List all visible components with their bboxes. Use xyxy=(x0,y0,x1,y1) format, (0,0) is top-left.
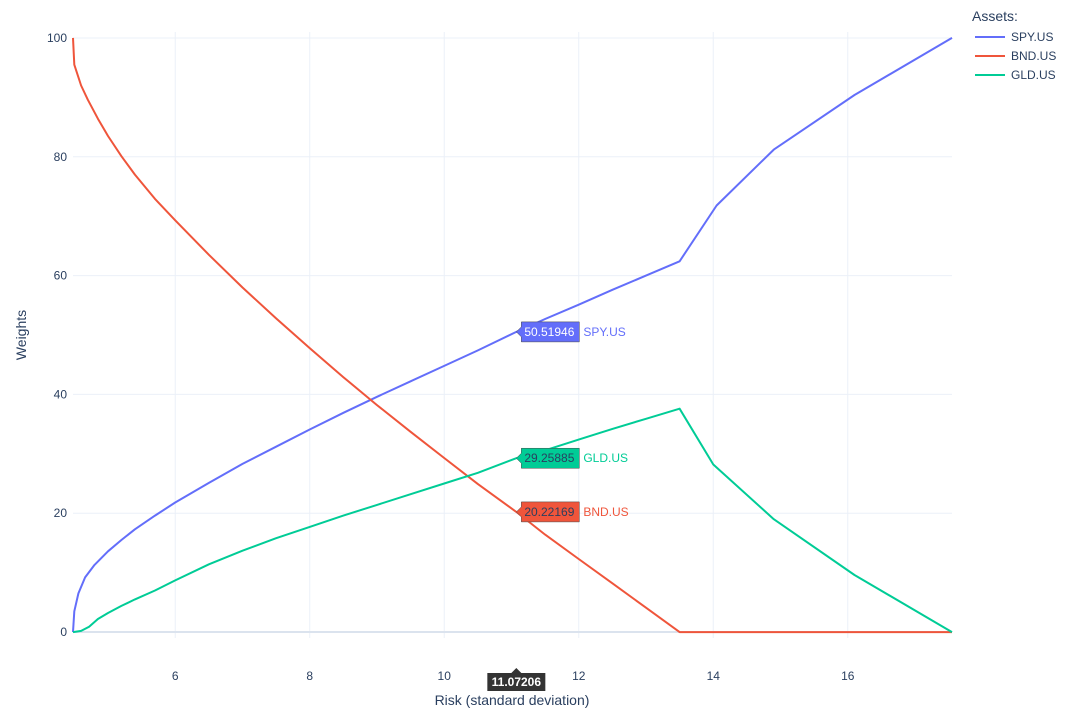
axis-ticks: 6 8 10 12 14 16 0 20 40 60 80 100 xyxy=(47,31,855,683)
hover-value: 20.22169 xyxy=(524,505,574,519)
x-tick-label: 6 xyxy=(172,669,179,683)
hover-labels: 50.51946 SPY.US 29.25885 GLD.US 20.22169 BND.… xyxy=(487,321,629,691)
hover-value: 50.51946 xyxy=(524,325,574,339)
legend-item-spy[interactable]: SPY.US xyxy=(970,27,1056,46)
hover-label-box xyxy=(515,321,580,343)
hover-series-name: GLD.US xyxy=(583,451,628,465)
y-axis-title: Weights xyxy=(13,310,29,360)
hover-label-box xyxy=(515,501,580,523)
series-line-gld-us[interactable] xyxy=(72,407,953,634)
x-hover-label-box xyxy=(487,668,546,691)
legend-swatch-bnd xyxy=(975,54,1005,57)
x-axis-title: Risk (standard deviation) xyxy=(435,692,590,708)
legend-item-bnd[interactable]: BND.US xyxy=(970,46,1056,65)
hover-series-name: BND.US xyxy=(583,505,628,519)
legend-label-bnd: BND.US xyxy=(1011,48,1057,63)
hover-label-bnd-us: 20.22169 BND.US xyxy=(515,501,629,523)
x-tick-label: 8 xyxy=(306,669,313,683)
y-tick-label: 0 xyxy=(60,625,67,639)
legend-swatch-spy xyxy=(975,35,1005,38)
series-line-spy-us[interactable] xyxy=(72,37,953,633)
hover-label-gld-us: 29.25885 GLD.US xyxy=(515,447,628,469)
x-hover-value: 11.07206 xyxy=(492,675,542,689)
legend-label-spy: SPY.US xyxy=(1011,29,1054,44)
x-hover-label: 11.07206 xyxy=(487,668,546,691)
y-tick-label: 100 xyxy=(47,31,67,45)
legend: Assets: SPY.US BND.US GLD.US xyxy=(970,8,1056,84)
hover-series-name: SPY.US xyxy=(583,325,625,339)
x-tick-label: 10 xyxy=(438,669,452,683)
x-tick-label: 12 xyxy=(572,669,586,683)
hover-label-box xyxy=(515,447,580,469)
legend-label-gld: GLD.US xyxy=(1011,67,1056,82)
y-tick-label: 80 xyxy=(54,150,68,164)
series-line-bnd-us[interactable] xyxy=(72,37,952,634)
gridlines xyxy=(73,32,952,638)
x-tick-label: 16 xyxy=(841,669,855,683)
legend-item-gld[interactable]: GLD.US xyxy=(970,65,1056,84)
hover-value: 29.25885 xyxy=(524,451,574,465)
series-lines[interactable] xyxy=(72,37,953,634)
y-tick-label: 40 xyxy=(54,387,68,401)
y-tick-label: 60 xyxy=(54,269,68,283)
hover-label-spy-us: 50.51946 SPY.US xyxy=(515,321,626,343)
legend-swatch-gld xyxy=(975,73,1005,76)
x-tick-label: 14 xyxy=(707,669,721,683)
y-tick-label: 20 xyxy=(54,506,68,520)
legend-title: Assets: xyxy=(972,8,1018,24)
